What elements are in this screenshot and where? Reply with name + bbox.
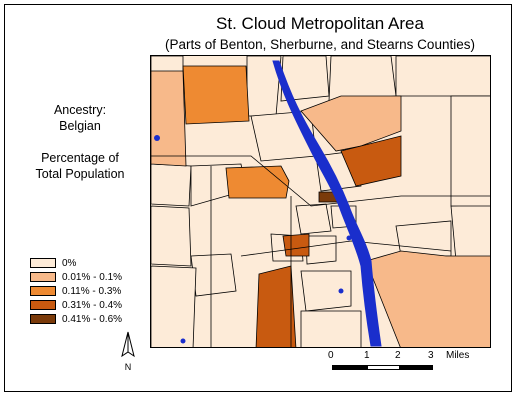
tract-level-2 xyxy=(225,165,290,199)
lake xyxy=(338,288,344,294)
scale-tick: 3 xyxy=(428,350,434,361)
legend-label: 0.31% - 0.4% xyxy=(62,299,123,311)
variable-line-1: Ancestry: xyxy=(53,103,107,117)
legend-label: 0% xyxy=(62,257,77,269)
legend-label: 0.11% - 0.3% xyxy=(62,285,122,297)
scale-segment xyxy=(332,365,367,370)
legend-item: 0.01% - 0.1% xyxy=(30,270,122,284)
scale-tick: 0 xyxy=(328,350,334,361)
boundary-line xyxy=(240,240,452,257)
legend-label: 0.01% - 0.1% xyxy=(62,271,123,283)
tract xyxy=(450,203,490,262)
tract xyxy=(395,56,490,97)
tract xyxy=(190,253,237,297)
scale-segment xyxy=(400,365,433,370)
legend-swatch xyxy=(30,258,56,268)
measure-line-1: Percentage of xyxy=(41,151,119,165)
tract-level-3 xyxy=(282,233,310,257)
legend-swatch xyxy=(30,300,56,310)
scale-unit: Miles xyxy=(446,350,470,361)
tract xyxy=(151,205,192,267)
tract xyxy=(450,95,490,207)
map-subtitle: (Parts of Benton, Sherburne, and Stearns… xyxy=(165,37,475,52)
legend-swatch xyxy=(30,272,56,282)
map-title: St. Cloud Metropolitan Area xyxy=(216,14,424,33)
legend-swatch xyxy=(30,314,56,324)
choropleth-map xyxy=(150,55,491,348)
map-frame xyxy=(4,4,512,392)
legend-label: 0.41% - 0.6% xyxy=(62,313,123,325)
tract xyxy=(295,203,332,235)
tract-level-1 xyxy=(365,250,490,347)
north-label: N xyxy=(125,362,132,372)
legend-item: 0.41% - 0.6% xyxy=(30,312,122,326)
legend-swatch xyxy=(30,286,56,296)
lake xyxy=(346,235,352,241)
tract-level-2 xyxy=(182,65,250,125)
map-canvas xyxy=(151,56,490,347)
tract-level-3 xyxy=(340,135,402,187)
tract xyxy=(300,310,362,347)
boundary-line xyxy=(151,155,490,207)
legend-item: 0.31% - 0.4% xyxy=(30,298,122,312)
measure-label: Percentage of Total Population xyxy=(20,150,140,182)
lake xyxy=(180,338,186,344)
tract xyxy=(305,235,337,265)
north-arrow-icon: N xyxy=(121,331,135,372)
scale-bar: 0 1 2 3 Miles xyxy=(328,350,478,380)
tract xyxy=(328,56,397,102)
tract-level-1 xyxy=(300,95,402,152)
tract-level-1 xyxy=(151,70,187,167)
tract xyxy=(395,220,452,257)
scale-segment xyxy=(367,365,400,370)
tract xyxy=(151,265,197,347)
measure-line-2: Total Population xyxy=(35,167,125,181)
variable-line-2: Belgian xyxy=(59,119,101,133)
legend-item: 0% xyxy=(30,256,122,270)
mississippi-river xyxy=(272,60,382,347)
legend-item: 0.11% - 0.3% xyxy=(30,284,122,298)
lake xyxy=(154,135,160,141)
scale-tick: 2 xyxy=(395,350,401,361)
legend: 0% 0.01% - 0.1% 0.11% - 0.3% 0.31% - 0.4… xyxy=(30,256,122,326)
tract xyxy=(151,163,192,207)
scale-tick: 1 xyxy=(364,350,370,361)
variable-label: Ancestry: Belgian xyxy=(20,102,140,134)
tract-level-3 xyxy=(255,265,297,347)
tract xyxy=(300,270,352,312)
